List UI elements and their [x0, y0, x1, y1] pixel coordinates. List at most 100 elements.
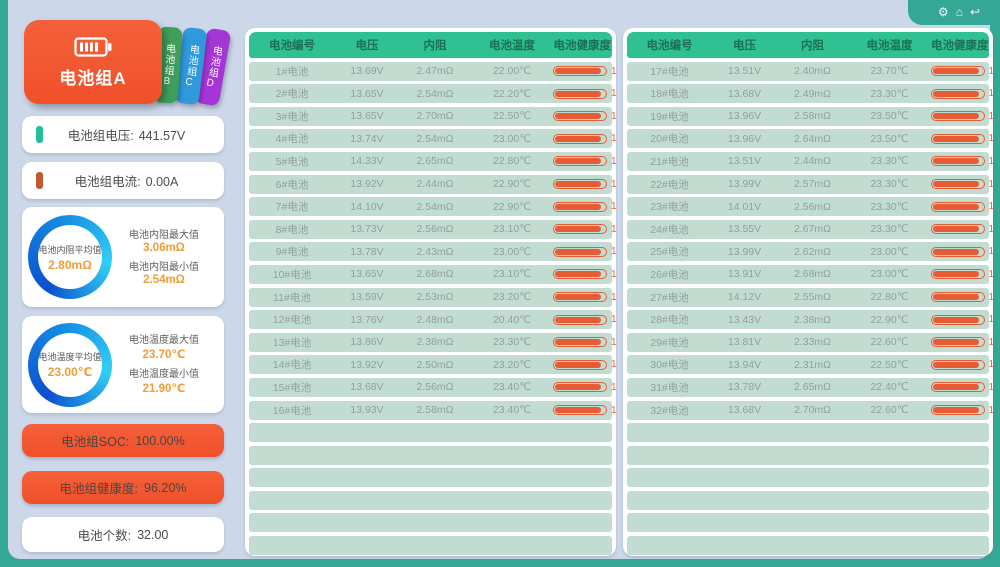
- health-percent: 100%: [988, 133, 994, 145]
- cell-resistance: 2.55mΩ: [793, 291, 832, 304]
- group-voltage-text: 电池组电压: 441.57V: [67, 129, 186, 143]
- health-bar: [553, 179, 607, 190]
- cell-health: 100%: [930, 201, 994, 213]
- health-bar-fill: [555, 113, 601, 120]
- cell-temperature: 22.90℃: [492, 178, 532, 191]
- cell-health: 100%: [930, 269, 993, 280]
- table-row: 31#电池 13.78V 2.65mΩ 22.40℃ 100%: [626, 377, 993, 397]
- cell-temperature: 23.10℃: [492, 223, 532, 236]
- health-bar-fill: [555, 339, 601, 346]
- cell-temperature: 22.80℃: [492, 155, 532, 168]
- health-bar-fill: [932, 339, 979, 346]
- table-row: 27#电池 14.12V 2.55mΩ 22.80℃ 100%: [626, 287, 993, 307]
- back-icon[interactable]: ↩: [969, 4, 980, 19]
- health-percent: 100%: [988, 201, 994, 213]
- health-bar-fill: [932, 68, 979, 75]
- cell-resistance: 2.64mΩ: [793, 132, 832, 145]
- cell-resistance: 2.43mΩ: [416, 245, 454, 258]
- settings-icon[interactable]: ⚙: [937, 4, 949, 19]
- health-bar: [930, 111, 985, 122]
- health-bar: [553, 201, 607, 212]
- cell-voltage: 13.73V: [350, 223, 384, 236]
- temperature-max-label: 电池温度最大值: [129, 335, 199, 346]
- table-row-empty: [249, 468, 612, 488]
- cell-voltage: 13.65V: [350, 87, 384, 100]
- table-row-empty: [249, 423, 612, 443]
- cell-battery-id: 16#电池: [272, 404, 312, 417]
- table-row-empty: [626, 536, 989, 556]
- battery-icon: [74, 36, 112, 57]
- table-row: 17#电池 13.51V 2.40mΩ 23.70℃ 100%: [626, 61, 993, 81]
- cell-battery-id: 18#电池: [650, 88, 689, 101]
- cell-temperature: 22.50℃: [492, 110, 532, 123]
- cell-health: 100%: [930, 382, 993, 393]
- cell-health: 100%: [553, 337, 616, 348]
- group-voltage-card: 电池组电压: 441.57V: [22, 116, 224, 153]
- health-bar-fill: [932, 248, 979, 255]
- cell-health: 100%: [930, 246, 993, 257]
- table-row: 16#电池 13.93V 2.58mΩ 23.40℃ 100%: [249, 400, 616, 420]
- table-row: 9#电池 13.78V 2.43mΩ 23.00℃ 100%: [249, 242, 616, 262]
- health-bar-fill: [932, 407, 979, 413]
- health-bar: [553, 269, 607, 280]
- health-percent: 100%: [611, 268, 616, 280]
- cell-health: 100%: [930, 178, 994, 190]
- cell-voltage: 13.68V: [350, 381, 384, 394]
- cell-voltage: 13.92V: [350, 178, 384, 191]
- table-row: 20#电池 13.96V 2.64mΩ 23.50℃ 100%: [626, 129, 993, 149]
- cell-voltage: 13.65V: [350, 110, 384, 123]
- group-current-text: 电池组电流: 0.00A: [74, 175, 179, 189]
- health-bar: [553, 337, 607, 348]
- cell-temperature: 22.60℃: [870, 336, 909, 349]
- health-bar-fill: [555, 248, 601, 255]
- cell-health: 100%: [930, 292, 993, 303]
- health-bar: [930, 246, 985, 257]
- health-bar: [930, 359, 985, 370]
- cell-health: 100%: [553, 269, 616, 280]
- temperature-avg-value: 23.00℃: [47, 365, 93, 379]
- column-header: 电池健康度: [931, 40, 989, 52]
- cell-health: 100%: [553, 111, 616, 122]
- cell-resistance: 2.53mΩ: [416, 291, 454, 304]
- home-icon[interactable]: ⌂: [955, 4, 963, 19]
- cell-temperature: 22.60℃: [870, 404, 909, 416]
- table-row: 32#电池 13.68V 2.70mΩ 22.60℃ 100%: [626, 400, 993, 420]
- cell-battery-id: 5#电池: [275, 155, 309, 168]
- health-percent: 100%: [988, 155, 994, 167]
- resistance-avg-value: 2.80mΩ: [48, 257, 92, 272]
- cell-health: 100%: [553, 405, 616, 416]
- group-card-label: 电池组A: [59, 68, 127, 88]
- column-header: 电池编号: [646, 40, 693, 52]
- cell-voltage: 13.92V: [350, 358, 384, 371]
- cell-temperature: 23.30℃: [870, 200, 909, 213]
- cell-battery-id: 11#电池: [273, 291, 311, 304]
- cell-temperature: 23.30℃: [870, 155, 909, 168]
- table-row: 18#电池 13.68V 2.49mΩ 23.30℃ 100%: [626, 84, 993, 104]
- cell-voltage: 13.55V: [727, 223, 762, 236]
- health-bar-fill: [555, 90, 601, 97]
- cell-battery-id: 30#电池: [650, 359, 689, 372]
- cell-resistance: 2.58mΩ: [416, 404, 454, 416]
- cell-health: 100%: [930, 224, 993, 235]
- cell-health: 100%: [553, 246, 616, 257]
- cell-temperature: 23.50℃: [870, 110, 909, 123]
- cell-temperature: 22.90℃: [870, 313, 909, 326]
- cell-resistance: 2.54mΩ: [416, 87, 454, 100]
- cell-health: 100%: [553, 66, 616, 77]
- cell-temperature: 23.30℃: [870, 178, 909, 191]
- cell-health: 100%: [930, 359, 993, 370]
- cell-voltage: 13.99V: [727, 245, 762, 258]
- health-percent: 100%: [988, 178, 994, 190]
- cell-health: 100%: [930, 155, 994, 167]
- health-bar-fill: [932, 361, 979, 368]
- health-bar: [553, 314, 607, 325]
- health-bar: [930, 382, 985, 393]
- health-bar-fill: [555, 203, 601, 210]
- cell-voltage: 13.43V: [727, 313, 762, 326]
- health-bar: [930, 405, 985, 415]
- health-bar: [930, 66, 985, 77]
- health-percent: 100%: [611, 110, 616, 122]
- cell-temperature: 23.40℃: [492, 381, 532, 394]
- cell-health: 100%: [930, 66, 993, 77]
- tab-battery-group-a[interactable]: 电池组A: [24, 20, 162, 104]
